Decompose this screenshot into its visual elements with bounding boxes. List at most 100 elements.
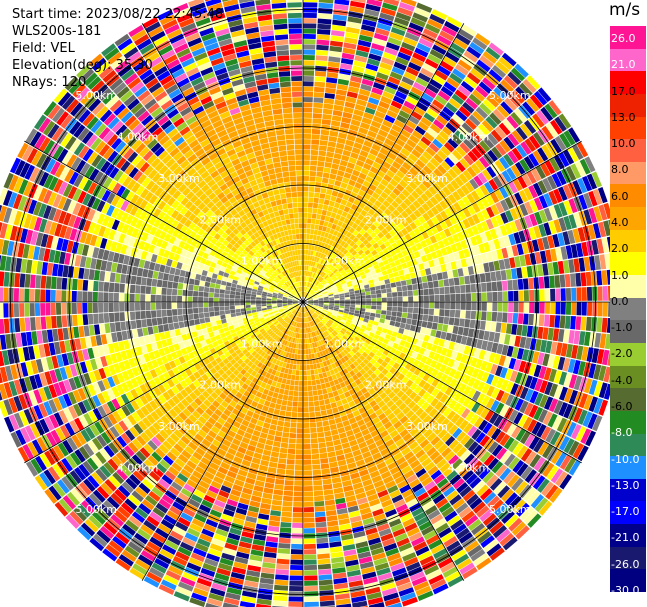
gate-cell [530,167,542,182]
gate-cell [495,447,508,460]
gate-cell [336,208,344,216]
gate-cell [476,381,486,392]
gate-cell [442,56,457,68]
gate-cell [385,371,393,379]
gate-cell [351,147,361,155]
gate-cell [103,521,118,535]
gate-cell [601,349,610,366]
gate-cell [224,330,231,337]
gate-cell [516,324,523,336]
gate-cell [457,362,465,372]
gate-cell [328,308,334,312]
gate-cell [348,157,357,165]
gate-cell [504,222,513,235]
gate-cell [366,369,374,376]
gate-cell [397,291,403,297]
gate-cell [478,467,491,480]
gate-cell [329,541,342,548]
gate-cell [310,223,315,230]
gate-cell [266,343,273,349]
gate-cell [586,286,593,301]
gate-cell [85,496,99,511]
gate-cell [429,302,435,309]
gate-cell [467,72,481,85]
gate-cell [180,421,191,431]
gate-cell [461,196,471,207]
gate-cell [346,359,353,366]
gate-cell [360,295,366,299]
gate-cell [373,32,388,42]
gate-cell [65,454,78,469]
gate-cell [283,322,288,328]
gate-cell [218,328,225,334]
gate-cell [303,538,316,544]
gate-cell [396,582,413,592]
gate-cell [273,320,279,325]
gate-cell [514,63,529,78]
gate-cell [375,267,382,274]
gate-cell [518,189,529,203]
gate-cell [385,42,400,51]
gate-cell [510,112,523,126]
gate-cell [492,291,498,302]
gate-cell [210,336,217,343]
gate-cell [295,327,298,333]
gate-cell [230,489,242,497]
gate-cell [473,416,484,428]
gate-cell [127,494,141,507]
gate-cell [68,405,78,419]
gate-cell [259,432,268,439]
gate-cell [337,359,343,366]
gate-cell [444,20,460,33]
gate-cell [301,333,303,339]
gate-cell [369,341,376,348]
gate-cell [267,525,280,532]
gate-cell [241,339,248,346]
gate-cell [288,325,293,331]
gate-cell [592,286,598,301]
gate-cell [493,415,504,428]
gate-cell [115,558,131,572]
gate-cell [293,332,297,338]
gate-cell [372,212,380,220]
gate-cell [24,425,36,441]
gate-cell [580,316,587,331]
gate-cell [208,331,215,338]
gate-cell [481,395,491,407]
gate-cell [304,543,316,550]
gate-cell [210,480,222,490]
gate-cell [375,257,383,264]
gate-cell [298,343,301,349]
gate-cell [439,60,454,72]
gate-cell [279,527,292,533]
gate-cell [467,216,476,227]
gate-cell [309,255,313,261]
gate-cell [262,323,268,328]
gate-cell [304,317,307,323]
gate-cell [225,592,241,601]
gate-cell [324,435,333,442]
gate-cell [556,417,568,433]
gate-cell [198,360,206,368]
gate-cell [320,327,325,333]
gate-cell [376,326,383,332]
gate-cell [304,591,319,597]
gate-cell [189,455,200,466]
gate-cell [294,380,299,386]
gate-cell [326,287,332,292]
gate-cell [583,362,592,378]
gate-cell [312,390,318,396]
gate-cell [387,552,401,562]
gate-cell [273,489,284,496]
gate-cell [323,103,334,110]
gate-cell [341,116,352,124]
gate-cell [223,421,232,430]
gate-cell [463,76,478,89]
gate-cell [470,357,478,368]
gate-cell [261,427,269,434]
gate-cell [210,359,218,367]
gate-cell [240,375,248,383]
gate-cell [370,328,377,334]
gate-cell [421,457,432,468]
gate-cell [596,270,603,286]
